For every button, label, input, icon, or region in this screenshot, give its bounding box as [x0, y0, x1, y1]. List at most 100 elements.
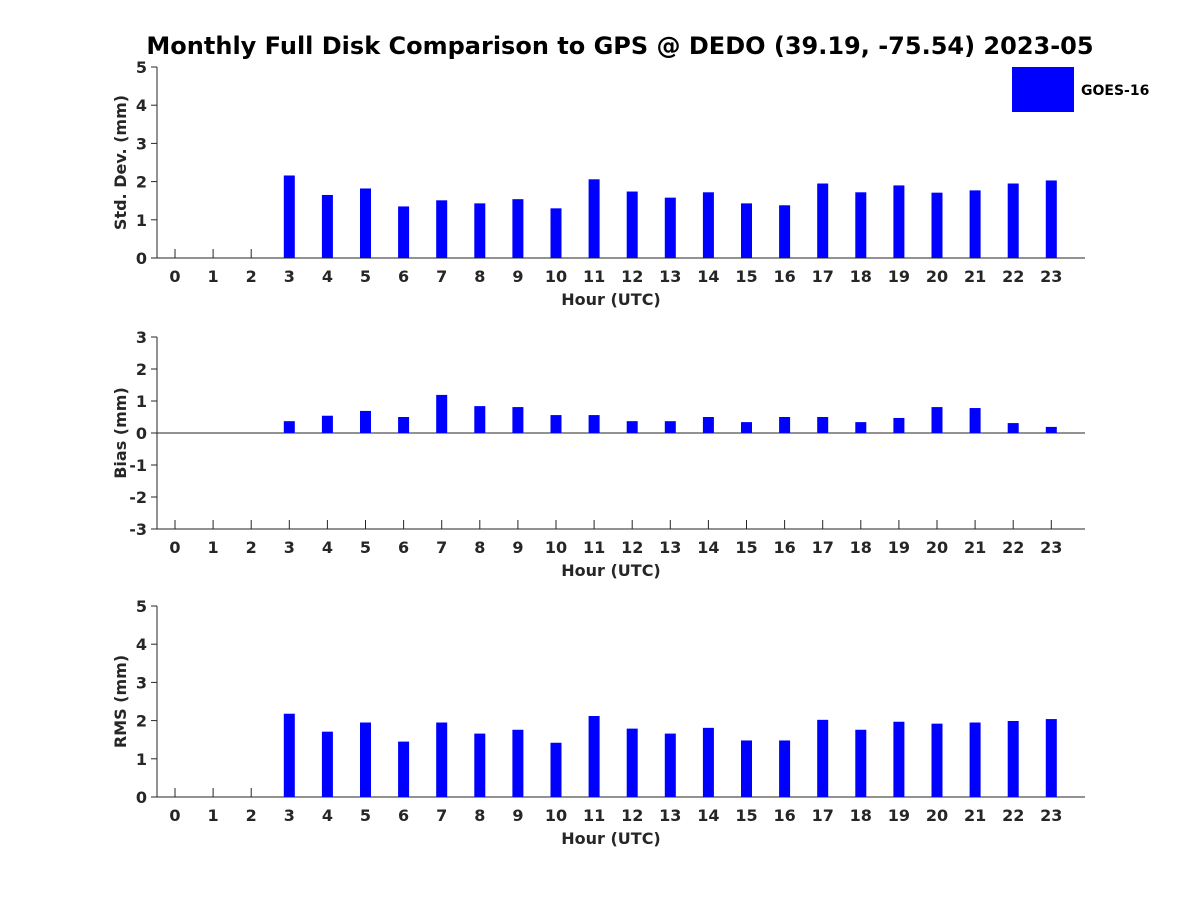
- bar: [360, 410, 371, 433]
- chart-title: Monthly Full Disk Comparison to GPS @ DE…: [146, 32, 1093, 60]
- x-tick-label: 17: [812, 806, 834, 825]
- x-tick-label: 22: [1002, 267, 1024, 286]
- x-tick-label: 3: [284, 538, 295, 557]
- x-tick-label: 23: [1040, 267, 1062, 286]
- x-tick-label: 1: [208, 267, 219, 286]
- bar: [664, 421, 676, 433]
- bar: [474, 733, 486, 797]
- x-tick-label: 18: [850, 538, 872, 557]
- bar: [588, 716, 600, 797]
- x-tick-label: 10: [545, 267, 567, 286]
- bar: [474, 406, 486, 433]
- x-tick-label: 2: [246, 267, 257, 286]
- x-tick-label: 6: [398, 538, 409, 557]
- bar: [626, 421, 638, 433]
- bar: [664, 733, 676, 797]
- x-tick-label: 14: [697, 538, 719, 557]
- x-tick-label: 11: [583, 806, 605, 825]
- y-tick-label: 0: [136, 424, 147, 443]
- x-tick-label: 18: [850, 806, 872, 825]
- bar: [969, 408, 981, 433]
- x-tick-label: 9: [512, 806, 523, 825]
- x-tick-label: 19: [888, 806, 910, 825]
- bar: [283, 421, 295, 433]
- bar: [512, 199, 524, 258]
- x-tick-label: 16: [773, 806, 795, 825]
- x-tick-label: 19: [888, 267, 910, 286]
- y-tick-label: 5: [136, 597, 147, 616]
- bar: [588, 179, 600, 258]
- x-tick-label: 2: [246, 806, 257, 825]
- bar: [512, 729, 524, 797]
- bar: [702, 417, 714, 433]
- x-tick-label: 3: [284, 806, 295, 825]
- x-tick-label: 21: [964, 806, 986, 825]
- bar: [664, 197, 676, 258]
- x-tick-label: 0: [169, 806, 180, 825]
- x-tick-label: 10: [545, 538, 567, 557]
- x-tick-label: 22: [1002, 538, 1024, 557]
- x-tick-label: 17: [812, 538, 834, 557]
- y-axis-label: Bias (mm): [111, 387, 130, 479]
- y-tick-label: 0: [136, 788, 147, 807]
- y-tick-label: 1: [136, 392, 147, 411]
- x-tick-label: 6: [398, 806, 409, 825]
- x-tick-label: 4: [322, 267, 333, 286]
- bar: [474, 203, 486, 258]
- bar: [360, 188, 371, 258]
- legend-label-goes-16: GOES-16: [1081, 83, 1149, 99]
- y-tick-label: -1: [129, 456, 147, 475]
- bar: [893, 721, 905, 797]
- bar: [398, 417, 410, 433]
- bar: [969, 722, 981, 797]
- bar: [550, 742, 562, 797]
- y-tick-label: 2: [136, 173, 147, 192]
- x-tick-label: 5: [360, 806, 371, 825]
- bar: [741, 422, 752, 433]
- y-tick-label: 3: [136, 328, 147, 347]
- legend-swatch-goes-16: [1012, 67, 1074, 112]
- bar: [779, 205, 791, 258]
- y-tick-label: 3: [136, 134, 147, 153]
- x-tick-label: 9: [512, 538, 523, 557]
- x-tick-label: 15: [735, 806, 757, 825]
- x-tick-label: 15: [735, 538, 757, 557]
- x-tick-label: 2: [246, 538, 257, 557]
- x-tick-label: 11: [583, 538, 605, 557]
- y-axis-label: Std. Dev. (mm): [111, 95, 130, 230]
- y-tick-label: 4: [136, 635, 147, 654]
- bar: [436, 722, 448, 797]
- x-tick-label: 9: [512, 267, 523, 286]
- bar: [779, 417, 791, 433]
- x-tick-label: 14: [697, 267, 719, 286]
- bar: [512, 407, 524, 433]
- y-tick-label: 4: [136, 96, 147, 115]
- bar: [321, 194, 333, 258]
- x-tick-label: 13: [659, 538, 681, 557]
- x-tick-label: 8: [474, 267, 485, 286]
- x-tick-label: 21: [964, 538, 986, 557]
- x-tick-label: 14: [697, 806, 719, 825]
- x-tick-label: 4: [322, 538, 333, 557]
- x-axis-label: Hour (UTC): [561, 829, 661, 848]
- x-tick-label: 1: [208, 538, 219, 557]
- bar: [360, 722, 371, 797]
- x-tick-label: 13: [659, 806, 681, 825]
- bar: [1007, 423, 1019, 433]
- y-tick-label: 0: [136, 249, 147, 268]
- bar: [550, 208, 562, 258]
- bar: [398, 741, 410, 797]
- bar: [321, 415, 333, 433]
- bar: [893, 417, 905, 433]
- y-axis-label: RMS (mm): [111, 655, 130, 748]
- y-tick-label: 1: [136, 211, 147, 230]
- bar: [855, 192, 867, 258]
- x-tick-label: 12: [621, 806, 643, 825]
- bar: [893, 185, 905, 258]
- x-tick-label: 20: [926, 267, 948, 286]
- x-tick-label: 11: [583, 267, 605, 286]
